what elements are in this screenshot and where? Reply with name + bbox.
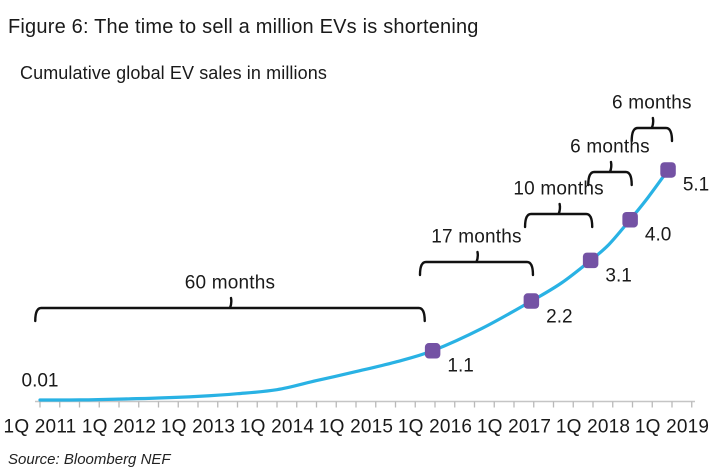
chart-subtitle: Cumulative global EV sales in millions <box>20 63 327 83</box>
interval-bracket <box>418 250 535 277</box>
interval-bracket <box>34 296 426 323</box>
source-note: Source: Bloomberg NEF <box>8 451 171 468</box>
figure-title: Figure 6: The time to sell a million EVs… <box>8 16 479 38</box>
interval-bracket <box>587 160 633 187</box>
milestone-marker <box>424 343 441 359</box>
milestone-marker <box>660 162 676 178</box>
interval-bracket <box>523 202 594 229</box>
milestone-marker <box>582 252 599 269</box>
milestone-marker <box>622 211 638 228</box>
milestone-marker <box>523 293 540 309</box>
ev-sales-curve <box>38 168 670 402</box>
interval-bracket <box>630 116 674 143</box>
